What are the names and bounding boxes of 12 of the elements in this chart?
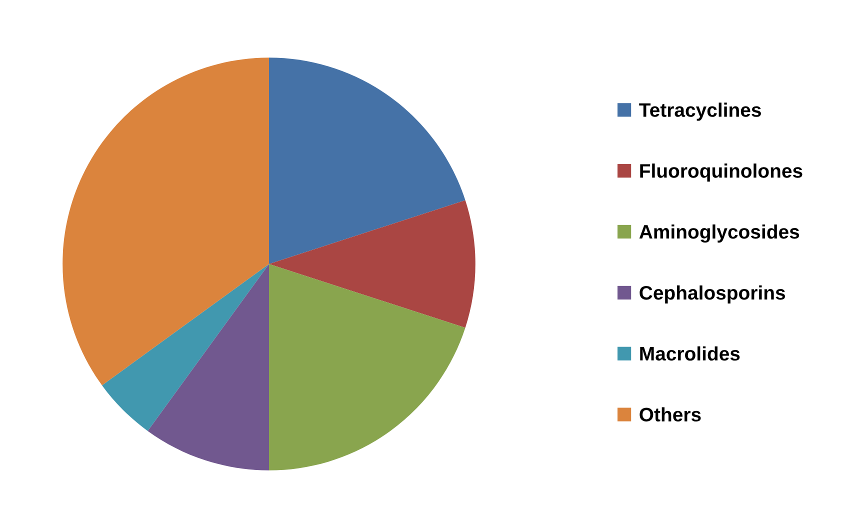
pie-slice	[102, 264, 269, 431]
legend-label: Tetracyclines	[639, 102, 761, 121]
legend-label: Macrolides	[640, 346, 740, 361]
pie-slice	[269, 58, 466, 264]
pie-slice	[148, 264, 269, 470]
pie-slice	[269, 200, 476, 328]
legend-label: Aminoglycosides	[639, 224, 800, 243]
pie-slice	[269, 264, 466, 470]
legend-label: Others	[640, 407, 701, 422]
legend-label: Cephalosporins	[640, 285, 786, 304]
pie-slice	[62, 58, 269, 386]
legend-label: Fluoroquinolones	[640, 164, 802, 182]
